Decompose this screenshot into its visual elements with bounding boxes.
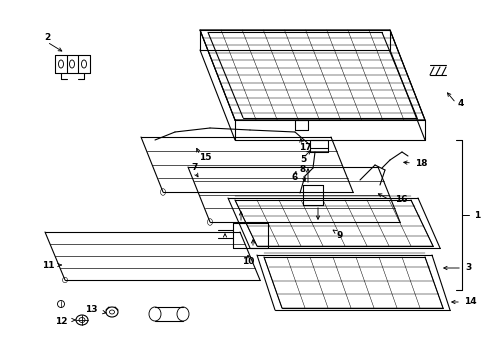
Text: 18: 18 [414, 158, 427, 167]
Text: 11: 11 [42, 261, 55, 270]
Text: 16: 16 [394, 195, 407, 204]
Text: 10: 10 [242, 257, 254, 266]
Text: 17: 17 [298, 144, 311, 153]
Text: 4: 4 [457, 99, 464, 108]
Text: 7: 7 [191, 163, 198, 172]
Text: 9: 9 [336, 230, 343, 239]
Text: 15: 15 [198, 153, 211, 162]
Text: 1: 1 [473, 211, 479, 220]
Text: 14: 14 [463, 297, 476, 306]
Text: 6: 6 [291, 174, 298, 183]
Text: 13: 13 [85, 306, 98, 315]
Text: 5: 5 [299, 156, 305, 165]
Text: 12: 12 [55, 318, 68, 327]
Text: 3: 3 [464, 264, 470, 273]
Text: 8: 8 [299, 166, 305, 175]
Text: 2: 2 [44, 33, 50, 42]
Ellipse shape [177, 307, 189, 321]
